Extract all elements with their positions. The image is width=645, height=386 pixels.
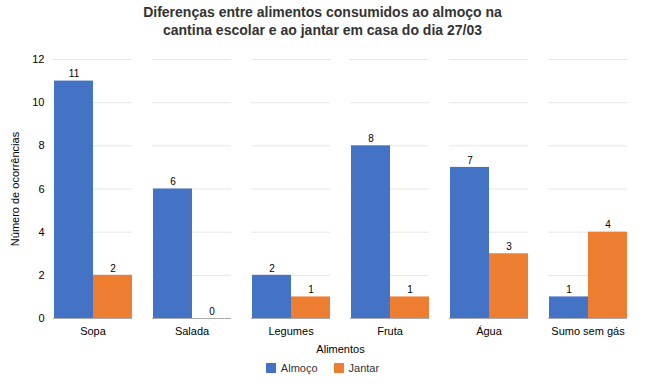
svg-text:3: 3 [506,241,512,252]
svg-text:Água: Água [476,325,503,337]
svg-text:12: 12 [32,53,44,65]
svg-text:1: 1 [407,284,413,295]
svg-text:10: 10 [32,96,44,108]
svg-text:Número de ocorrências: Número de ocorrências [9,131,21,246]
svg-text:7: 7 [467,155,473,166]
svg-text:Legumes: Legumes [268,325,314,337]
svg-text:0: 0 [38,312,44,324]
svg-text:11: 11 [69,68,80,79]
svg-text:Fruta: Fruta [377,325,404,337]
svg-text:8: 8 [38,139,44,151]
svg-text:Alimentos: Alimentos [316,343,365,355]
svg-text:4: 4 [38,226,44,238]
svg-text:6: 6 [38,183,44,195]
svg-text:2: 2 [38,269,44,281]
html-text:Almoço: Almoço [280,362,318,374]
svg-text:2: 2 [110,263,116,274]
svg-text:8: 8 [368,133,374,144]
svg-text:2: 2 [269,263,275,274]
svg-text:6: 6 [170,176,176,187]
svg-text:Sumo sem gás: Sumo sem gás [551,325,625,337]
svg-text:0: 0 [209,306,215,317]
html-text:Jantar: Jantar [348,362,380,374]
svg-text:4: 4 [605,219,611,230]
svg-text:Sopa: Sopa [80,325,107,337]
svg-text:1: 1 [308,284,314,295]
html-text:Diferenças entre alimentos con: Diferenças entre alimentos consumidos ao… [143,4,502,38]
svg-text:1: 1 [566,284,572,295]
svg-text:Salada: Salada [175,325,210,337]
